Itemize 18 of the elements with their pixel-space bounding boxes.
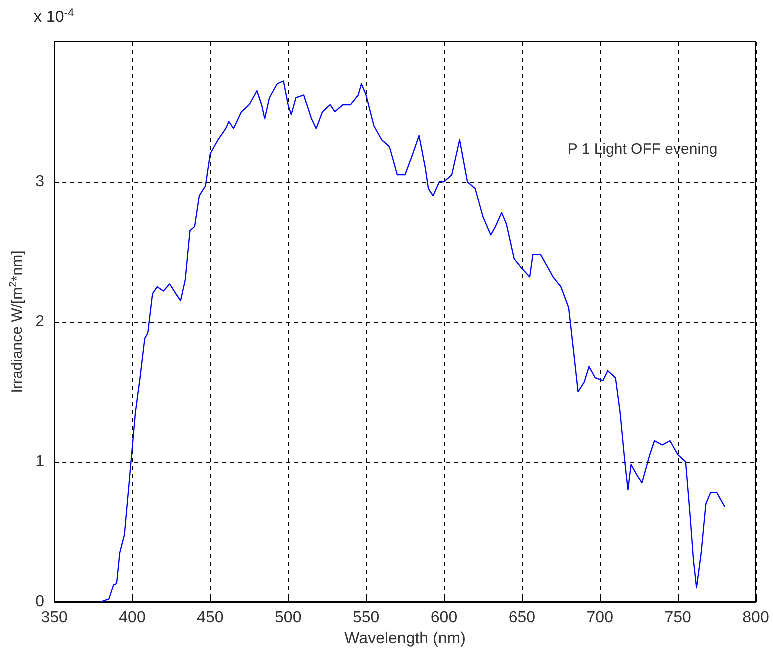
x-tick-label: 450	[197, 610, 224, 626]
y-tick-label: 1	[36, 454, 45, 470]
x-tick-label: 600	[430, 610, 458, 626]
x-tick-label: 700	[586, 610, 614, 626]
x-tick-label: 500	[275, 610, 302, 626]
x-tick-label: 750	[664, 610, 692, 626]
y-tick-label: 3	[36, 174, 45, 190]
line-series	[100, 80, 726, 603]
x-tick-label: 800	[742, 610, 770, 626]
x-tick-label: 650	[508, 610, 536, 626]
y-tick-label: 2	[36, 314, 45, 330]
annotation: P 1 Light OFF evening	[568, 141, 718, 158]
y-axis-title: Irradiance W/[m2*nm]	[8, 250, 26, 394]
x-tick-label: 350	[41, 610, 68, 626]
x-tick-label: 400	[119, 610, 146, 626]
y-tick-label: 0	[36, 594, 45, 610]
x-axis-title: Wavelength (nm)	[344, 630, 466, 648]
x-tick-label: 550	[352, 610, 380, 626]
